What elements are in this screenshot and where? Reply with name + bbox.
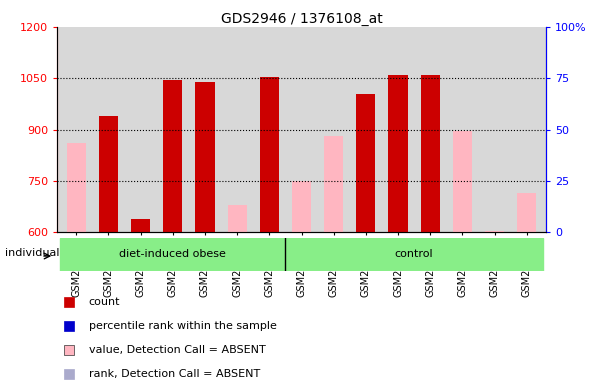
Bar	[260, 76, 279, 232]
Text: diet-induced obese: diet-induced obese	[119, 249, 226, 260]
Bar	[421, 75, 440, 232]
Bar	[485, 231, 504, 232]
Bar	[388, 75, 407, 232]
Bar	[227, 205, 247, 232]
Bar	[453, 131, 472, 232]
Text: control: control	[395, 249, 433, 260]
Bar	[292, 181, 311, 232]
Bar	[163, 80, 182, 232]
Bar	[67, 143, 86, 232]
Bar	[356, 94, 376, 232]
Text: value, Detection Call = ABSENT: value, Detection Call = ABSENT	[89, 345, 266, 355]
Bar	[131, 218, 150, 232]
Bar	[99, 116, 118, 232]
Bar	[517, 193, 536, 232]
Text: count: count	[89, 297, 120, 307]
Text: individual: individual	[5, 248, 59, 258]
Bar	[60, 238, 286, 271]
Title: GDS2946 / 1376108_at: GDS2946 / 1376108_at	[221, 12, 382, 26]
Bar	[286, 238, 543, 271]
Bar	[196, 82, 215, 232]
Bar	[324, 136, 343, 232]
Text: percentile rank within the sample: percentile rank within the sample	[89, 321, 277, 331]
Text: rank, Detection Call = ABSENT: rank, Detection Call = ABSENT	[89, 369, 260, 379]
